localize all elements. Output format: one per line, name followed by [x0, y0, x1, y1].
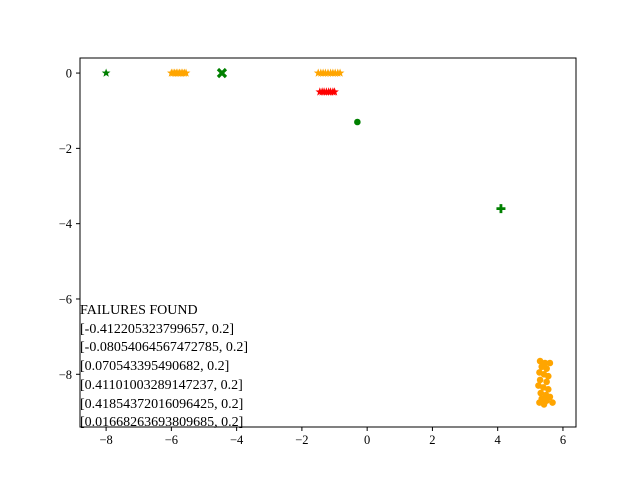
- x-tick-label: 2: [429, 433, 435, 447]
- y-tick-label: −2: [59, 142, 72, 156]
- data-point-x: [216, 67, 228, 79]
- y-tick-label: −8: [59, 368, 72, 382]
- y-tick-label: −6: [59, 292, 72, 306]
- x-tick-label: 4: [495, 433, 502, 447]
- failure-entry: [0.01668263693809685, 0.2]: [80, 415, 244, 431]
- x-tick-label: −2: [295, 433, 308, 447]
- data-point-circle: [549, 399, 556, 406]
- axis-ticks: −8 −6 −4 −2 0 2 4 6 0 −2 −4 −6 −8: [59, 67, 566, 447]
- data-point-circle: [543, 365, 550, 372]
- failure-entry: [0.41854372016096425, 0.2]: [80, 396, 244, 412]
- data-points: [101, 67, 556, 408]
- x-tick-label: 0: [364, 433, 370, 447]
- data-point-circle: [544, 386, 552, 393]
- data-point-circle: [544, 372, 552, 380]
- x-tick-label: 6: [560, 433, 566, 447]
- x-tick-label: −4: [230, 433, 244, 447]
- data-point-circle: [536, 376, 544, 384]
- x-tick-label: −6: [165, 433, 178, 447]
- data-point-circle: [540, 401, 548, 408]
- failure-entry: [0.070543395490682, 0.2]: [80, 359, 230, 375]
- data-point-circle: [543, 378, 550, 386]
- failure-entry: [-0.08054064567472785, 0.2]: [80, 340, 248, 356]
- data-point-circle: [546, 359, 554, 367]
- data-point-circle: [537, 389, 545, 397]
- failure-entry: [0.41101003289147237, 0.2]: [80, 377, 243, 393]
- plot-frame: [79, 57, 577, 428]
- y-tick-label: −4: [59, 217, 73, 231]
- x-tick-label: −8: [99, 433, 112, 447]
- data-point-plus: [496, 204, 506, 214]
- data-point-star: [181, 68, 191, 77]
- data-point-star: [330, 87, 339, 96]
- failures-title: FAILURES FOUND: [80, 303, 198, 318]
- data-point-circle: [354, 118, 361, 126]
- data-point-star: [335, 68, 345, 77]
- data-point-star: [101, 68, 111, 77]
- y-tick-label: 0: [66, 67, 72, 81]
- failure-entry: [-0.412205323799657, 0.2]: [80, 321, 234, 337]
